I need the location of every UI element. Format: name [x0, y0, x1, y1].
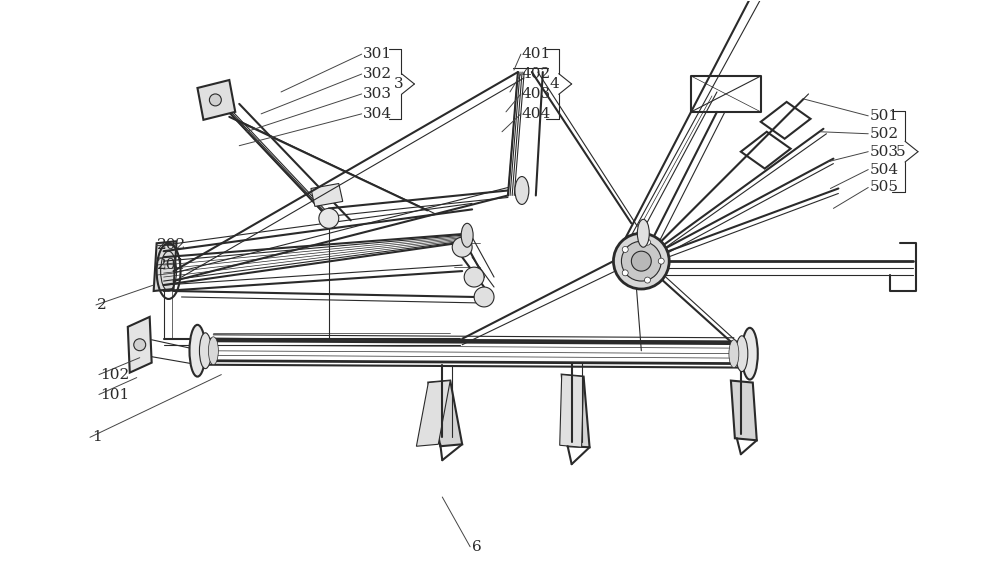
Text: 403: 403: [522, 87, 551, 101]
Circle shape: [621, 241, 661, 281]
Ellipse shape: [736, 336, 748, 371]
Polygon shape: [562, 375, 590, 447]
Ellipse shape: [461, 223, 473, 247]
Text: 504: 504: [870, 163, 899, 177]
Text: 404: 404: [522, 107, 551, 121]
Circle shape: [622, 247, 628, 252]
Polygon shape: [560, 375, 584, 447]
Circle shape: [644, 239, 650, 245]
Text: 501: 501: [870, 109, 899, 123]
Text: 101: 101: [100, 388, 129, 402]
Polygon shape: [128, 317, 152, 373]
Ellipse shape: [515, 177, 529, 205]
Text: 304: 304: [363, 107, 392, 121]
Circle shape: [319, 208, 339, 229]
Circle shape: [631, 251, 651, 271]
Polygon shape: [311, 184, 343, 206]
Polygon shape: [197, 80, 235, 120]
Text: 302: 302: [363, 67, 392, 81]
Text: 5: 5: [896, 145, 906, 159]
Text: 505: 505: [870, 181, 899, 195]
Text: 301: 301: [363, 47, 392, 61]
Text: 102: 102: [100, 368, 129, 382]
Ellipse shape: [189, 325, 205, 377]
Polygon shape: [731, 381, 757, 440]
Circle shape: [452, 237, 472, 257]
Text: 2: 2: [97, 298, 107, 312]
Text: 502: 502: [870, 127, 899, 141]
Text: 401: 401: [522, 47, 551, 61]
Text: 6: 6: [472, 540, 482, 554]
Circle shape: [622, 270, 628, 276]
Circle shape: [644, 277, 650, 283]
Ellipse shape: [637, 219, 649, 247]
Text: 303: 303: [363, 87, 392, 101]
Text: 1: 1: [92, 430, 102, 444]
Ellipse shape: [199, 333, 211, 368]
Ellipse shape: [208, 337, 218, 364]
Circle shape: [474, 287, 494, 307]
Polygon shape: [416, 381, 450, 446]
Text: 402: 402: [522, 67, 551, 81]
Circle shape: [613, 233, 669, 289]
Text: 202: 202: [157, 238, 186, 252]
Polygon shape: [154, 241, 177, 291]
Circle shape: [209, 94, 221, 106]
Circle shape: [464, 267, 484, 287]
Circle shape: [134, 339, 146, 351]
Circle shape: [658, 258, 664, 264]
Ellipse shape: [742, 328, 758, 380]
Text: 201: 201: [157, 258, 186, 272]
Text: 3: 3: [394, 77, 403, 91]
Text: 4: 4: [550, 77, 560, 91]
Ellipse shape: [729, 340, 739, 368]
Text: 503: 503: [870, 145, 899, 159]
Polygon shape: [428, 381, 462, 446]
